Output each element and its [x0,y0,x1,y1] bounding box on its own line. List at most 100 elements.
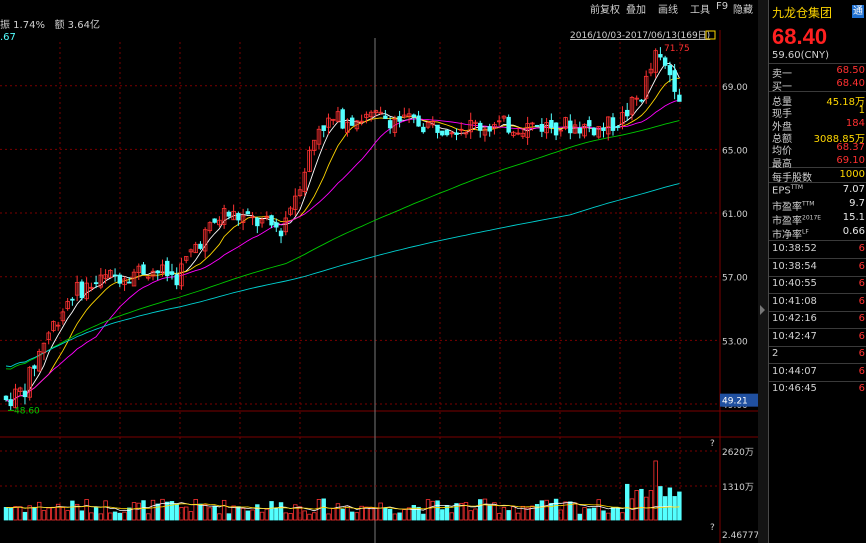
stat-row-value: 45.18万 [826,97,865,108]
candle-body [534,125,540,127]
volume-bar [634,490,639,521]
volume-bar [198,503,203,521]
candle-body [672,70,677,92]
candle-body [98,274,104,288]
quote-row-label: 买一 [772,82,792,93]
candle-body [13,388,18,409]
volume-bar [36,501,42,521]
lock-icon [705,30,716,40]
valuation-row-label: 市盈率2017E [772,214,822,227]
valuation-row: 市净率LF 0.66 [772,226,865,241]
candle-body [568,120,573,134]
volume-bar [274,507,279,521]
candle-body [326,117,331,128]
candle-body [240,215,246,223]
candle-body [41,342,47,354]
valuation-row-sup: 2017E [802,214,822,222]
valuation-row-label: 市盈率TTM [772,200,815,213]
help-icon: ? [710,439,715,449]
volume-bar [606,512,611,521]
candle-body [302,171,307,192]
candle-body [312,139,317,151]
volume-bar [653,460,658,521]
amplitude-text: 振 1.74% [0,20,45,31]
volume-bar [89,512,94,521]
candle-body [8,399,13,407]
connect-badge[interactable]: 通 [852,5,864,18]
volume-bar [435,500,440,521]
quote-row: 卖一 68.50 [772,65,865,80]
date-range-label: 2016/10/03-2017/06/13(169日) [570,30,710,41]
price-axis-label: 65.00 [722,146,748,156]
candle-body [468,119,473,133]
candle-body [435,124,440,133]
candle-body [127,281,132,284]
candle-body [183,256,189,261]
tick-row: 10:38:54 6 [772,261,865,274]
candle-body [283,217,288,233]
candle-body [74,282,80,296]
volume-bar [615,507,620,521]
volume-bar [530,505,535,521]
candle-body [150,270,156,277]
candle-body [27,367,32,398]
chart-toolbar: 前复权 叠加 画线 工具 F9 隐藏 [0,0,758,16]
volume-bar [307,513,312,521]
candle-body [160,264,165,274]
volume-bar [255,504,260,521]
candle-body [79,281,85,299]
tick-row-value: 6 [858,330,865,342]
candle-body [463,132,469,135]
volume-bar [482,498,488,521]
tick-row-label: 10:42:16 [772,313,817,324]
candle-body [539,123,545,132]
tick-row-value: 6 [858,260,865,272]
candle-body [221,208,227,225]
adjust-button[interactable]: 前复权 [590,5,620,16]
candle-body [482,128,488,136]
candle-body [340,109,345,129]
candle-body [620,112,625,125]
f9-button[interactable]: F9 [716,1,729,12]
volume-bar [297,506,303,521]
stat-row-value: 68.37 [836,142,865,154]
volume-bar [506,510,511,521]
volume-bar [667,487,673,521]
volume-bar [359,505,364,521]
tick-row-label: 10:40:55 [772,278,817,289]
panel-collapse-handle[interactable] [758,0,768,543]
stat-row: 最高 69.10 [772,154,865,170]
candle-body [629,97,635,115]
volume-bar [41,510,47,521]
volume-bar [321,498,326,521]
stat-row-value: 69.10 [836,154,865,166]
stat-row: 现手 1 [772,105,865,120]
volume-bar [345,505,350,521]
candle-body [259,219,265,224]
volume-bar [515,512,521,521]
hide-button[interactable]: 隐藏 [733,5,753,16]
volume-bar [387,508,393,521]
quote-row-value: 68.50 [836,65,865,76]
tick-row: 10:40:55 6 [772,278,865,291]
candle-body [188,249,194,253]
ma120-line [5,183,680,368]
volume-bar [136,502,141,521]
candle-body [169,271,175,275]
tools-button[interactable]: 工具 [690,5,710,16]
volume-bar [639,488,644,521]
candle-body [146,276,151,279]
volume-bar [383,507,388,521]
volume-bar [259,511,265,521]
tick-row: 10:46:45 6 [772,383,865,396]
valuation-row-value: 15.1 [842,212,865,223]
volume-bar [425,499,431,521]
tick-row-label: 10:44:07 [772,365,817,377]
overlay-button[interactable]: 叠加 [626,5,646,16]
kline-chart[interactable]: 69.0065.0061.0057.0053.0049.0049.212016/… [0,30,760,543]
volume-bar [492,502,497,521]
draw-button[interactable]: 画线 [658,5,678,16]
volume-bar [60,507,66,521]
candle-body [288,207,293,215]
volume-bar [496,513,502,521]
